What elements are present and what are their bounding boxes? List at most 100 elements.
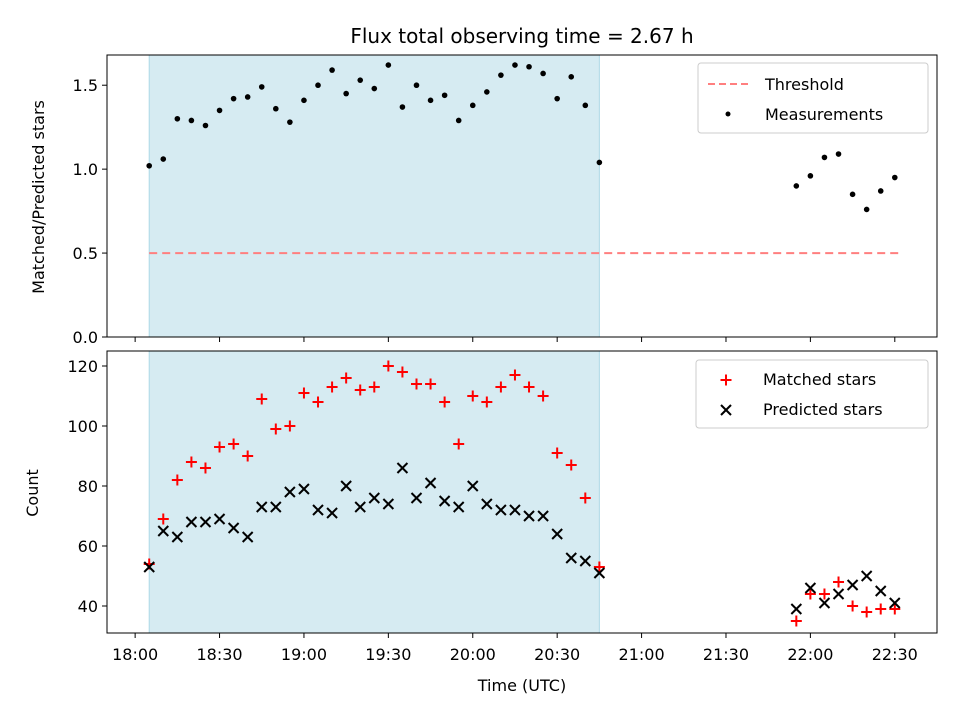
predicted-star-point bbox=[565, 552, 577, 564]
top-panel: Flux total observing time = 2.67 h Match… bbox=[29, 24, 938, 347]
matched-star-point bbox=[228, 438, 240, 450]
predicted-star-point-b bbox=[185, 516, 198, 528]
predicted-star-point bbox=[832, 588, 845, 600]
matched-star-point bbox=[453, 438, 465, 450]
predicted-star-point-b bbox=[565, 552, 577, 564]
predicted-star-point-b bbox=[438, 495, 451, 507]
top-y-axis-label: Matched/Predicted stars bbox=[29, 100, 48, 294]
predicted-star-point-b bbox=[326, 507, 338, 519]
matched-star-point bbox=[875, 603, 887, 615]
predicted-star-point bbox=[340, 480, 352, 492]
measurement-point bbox=[807, 173, 814, 179]
measurement-point bbox=[455, 117, 462, 124]
predicted-star-point bbox=[382, 498, 395, 510]
bottom-y-axis-label: Count bbox=[23, 469, 42, 517]
predicted-star-point-b bbox=[171, 531, 184, 543]
matched-star-point bbox=[818, 588, 830, 600]
measurement-point bbox=[301, 97, 307, 104]
predicted-star-point-b bbox=[241, 531, 254, 543]
predicted-star-point-b bbox=[509, 504, 521, 516]
predicted-star-point-b bbox=[256, 501, 268, 513]
predicted-star-point bbox=[157, 525, 169, 537]
bottom-legend: Matched stars Predicted stars bbox=[695, 359, 929, 429]
legend-threshold-label: Threshold bbox=[764, 75, 844, 94]
top-legend: Threshold Measurements bbox=[697, 62, 929, 134]
matched-star-point bbox=[410, 378, 422, 390]
measurement-point bbox=[399, 104, 406, 110]
predicted-star-point bbox=[509, 504, 521, 516]
top-y-tick-label: 0.5 bbox=[73, 244, 98, 263]
matched-star-point bbox=[256, 393, 268, 405]
predicted-star-point-b bbox=[593, 567, 606, 579]
predicted-star-point-b bbox=[157, 525, 169, 537]
predicted-star-point bbox=[326, 507, 338, 519]
measurement-point bbox=[835, 151, 842, 157]
predicted-star-point bbox=[199, 516, 212, 528]
measurement-point bbox=[329, 67, 335, 73]
matched-star-point bbox=[593, 561, 605, 573]
matched-star-point bbox=[326, 381, 338, 393]
matched-star-point bbox=[270, 423, 282, 435]
matched-star-point bbox=[171, 474, 183, 486]
measurement-point bbox=[540, 70, 546, 77]
predicted-star-point bbox=[241, 531, 254, 543]
legend-measurements-label: Measurements bbox=[765, 105, 883, 124]
predicted-star-point bbox=[481, 498, 493, 510]
predicted-star-point-b bbox=[270, 501, 282, 513]
predicted-star-point-b bbox=[143, 561, 155, 573]
matched-star-point bbox=[523, 381, 535, 393]
measurement-point bbox=[258, 84, 265, 90]
matched-star-point bbox=[509, 369, 521, 381]
legend-predicted-swatch bbox=[720, 404, 732, 416]
matched-star-point bbox=[495, 381, 507, 393]
matched-star-point bbox=[481, 396, 493, 408]
predicted-star-point bbox=[396, 462, 409, 474]
legend-predicted-marker-b bbox=[720, 404, 732, 416]
predicted-star-point bbox=[818, 597, 831, 609]
measurement-point bbox=[357, 77, 364, 83]
predicted-star-point-b bbox=[889, 597, 901, 609]
legend-measurements-swatch bbox=[725, 111, 731, 117]
bottom-y-tick-label: 60 bbox=[78, 537, 98, 556]
measurement-point bbox=[512, 62, 518, 68]
bottom-y-tick-label: 100 bbox=[67, 417, 98, 436]
matched-star-point bbox=[861, 606, 873, 618]
bottom-x-tick-label: 19:30 bbox=[365, 645, 411, 664]
bottom-x-tick-label: 22:00 bbox=[787, 645, 833, 664]
matched-star-point bbox=[199, 462, 211, 474]
predicted-star-point-b bbox=[804, 582, 817, 594]
bottom-x-tick-label: 20:30 bbox=[534, 645, 580, 664]
predicted-star-point-b bbox=[424, 477, 437, 489]
bottom-panel: Count Time (UTC) 40 60 80 100 120 18:00 18:30 1… bbox=[23, 350, 938, 695]
measurement-point bbox=[484, 89, 490, 95]
predicted-star-point bbox=[354, 501, 366, 513]
predicted-star-point-b bbox=[481, 498, 493, 510]
predicted-star-point bbox=[227, 522, 240, 534]
observing-window-shade bbox=[149, 55, 600, 337]
measurement-point bbox=[498, 72, 504, 78]
matched-star-point bbox=[889, 603, 901, 615]
matched-star-point bbox=[298, 387, 310, 399]
predicted-star-point bbox=[579, 555, 592, 567]
chart-title: Flux total observing time = 2.67 h bbox=[350, 24, 693, 48]
top-y-tick-label: 1.5 bbox=[73, 76, 98, 95]
matched-star-point bbox=[551, 447, 563, 459]
bottom-y-tick-label: 120 bbox=[67, 357, 98, 376]
bottom-x-tick-label: 18:00 bbox=[112, 645, 158, 664]
bottom-y-tick-label: 80 bbox=[78, 477, 98, 496]
bottom-x-tick-label: 21:00 bbox=[619, 645, 665, 664]
predicted-star-point-b bbox=[523, 510, 535, 522]
x-axis-label: Time (UTC) bbox=[477, 676, 566, 695]
predicted-star-point bbox=[523, 510, 535, 522]
bottom-x-tick-label: 19:00 bbox=[281, 645, 327, 664]
matched-star-point bbox=[847, 600, 859, 612]
matched-star-point bbox=[312, 396, 324, 408]
legend-matched-label: Matched stars bbox=[763, 370, 876, 389]
predicted-star-point bbox=[256, 501, 268, 513]
predicted-star-point-b bbox=[551, 528, 563, 540]
legend-matched-marker bbox=[720, 374, 732, 386]
matched-star-point bbox=[185, 456, 197, 468]
matched-star-point bbox=[368, 381, 380, 393]
top-y-tick-label: 0.0 bbox=[73, 328, 98, 347]
predicted-star-point bbox=[452, 501, 465, 513]
